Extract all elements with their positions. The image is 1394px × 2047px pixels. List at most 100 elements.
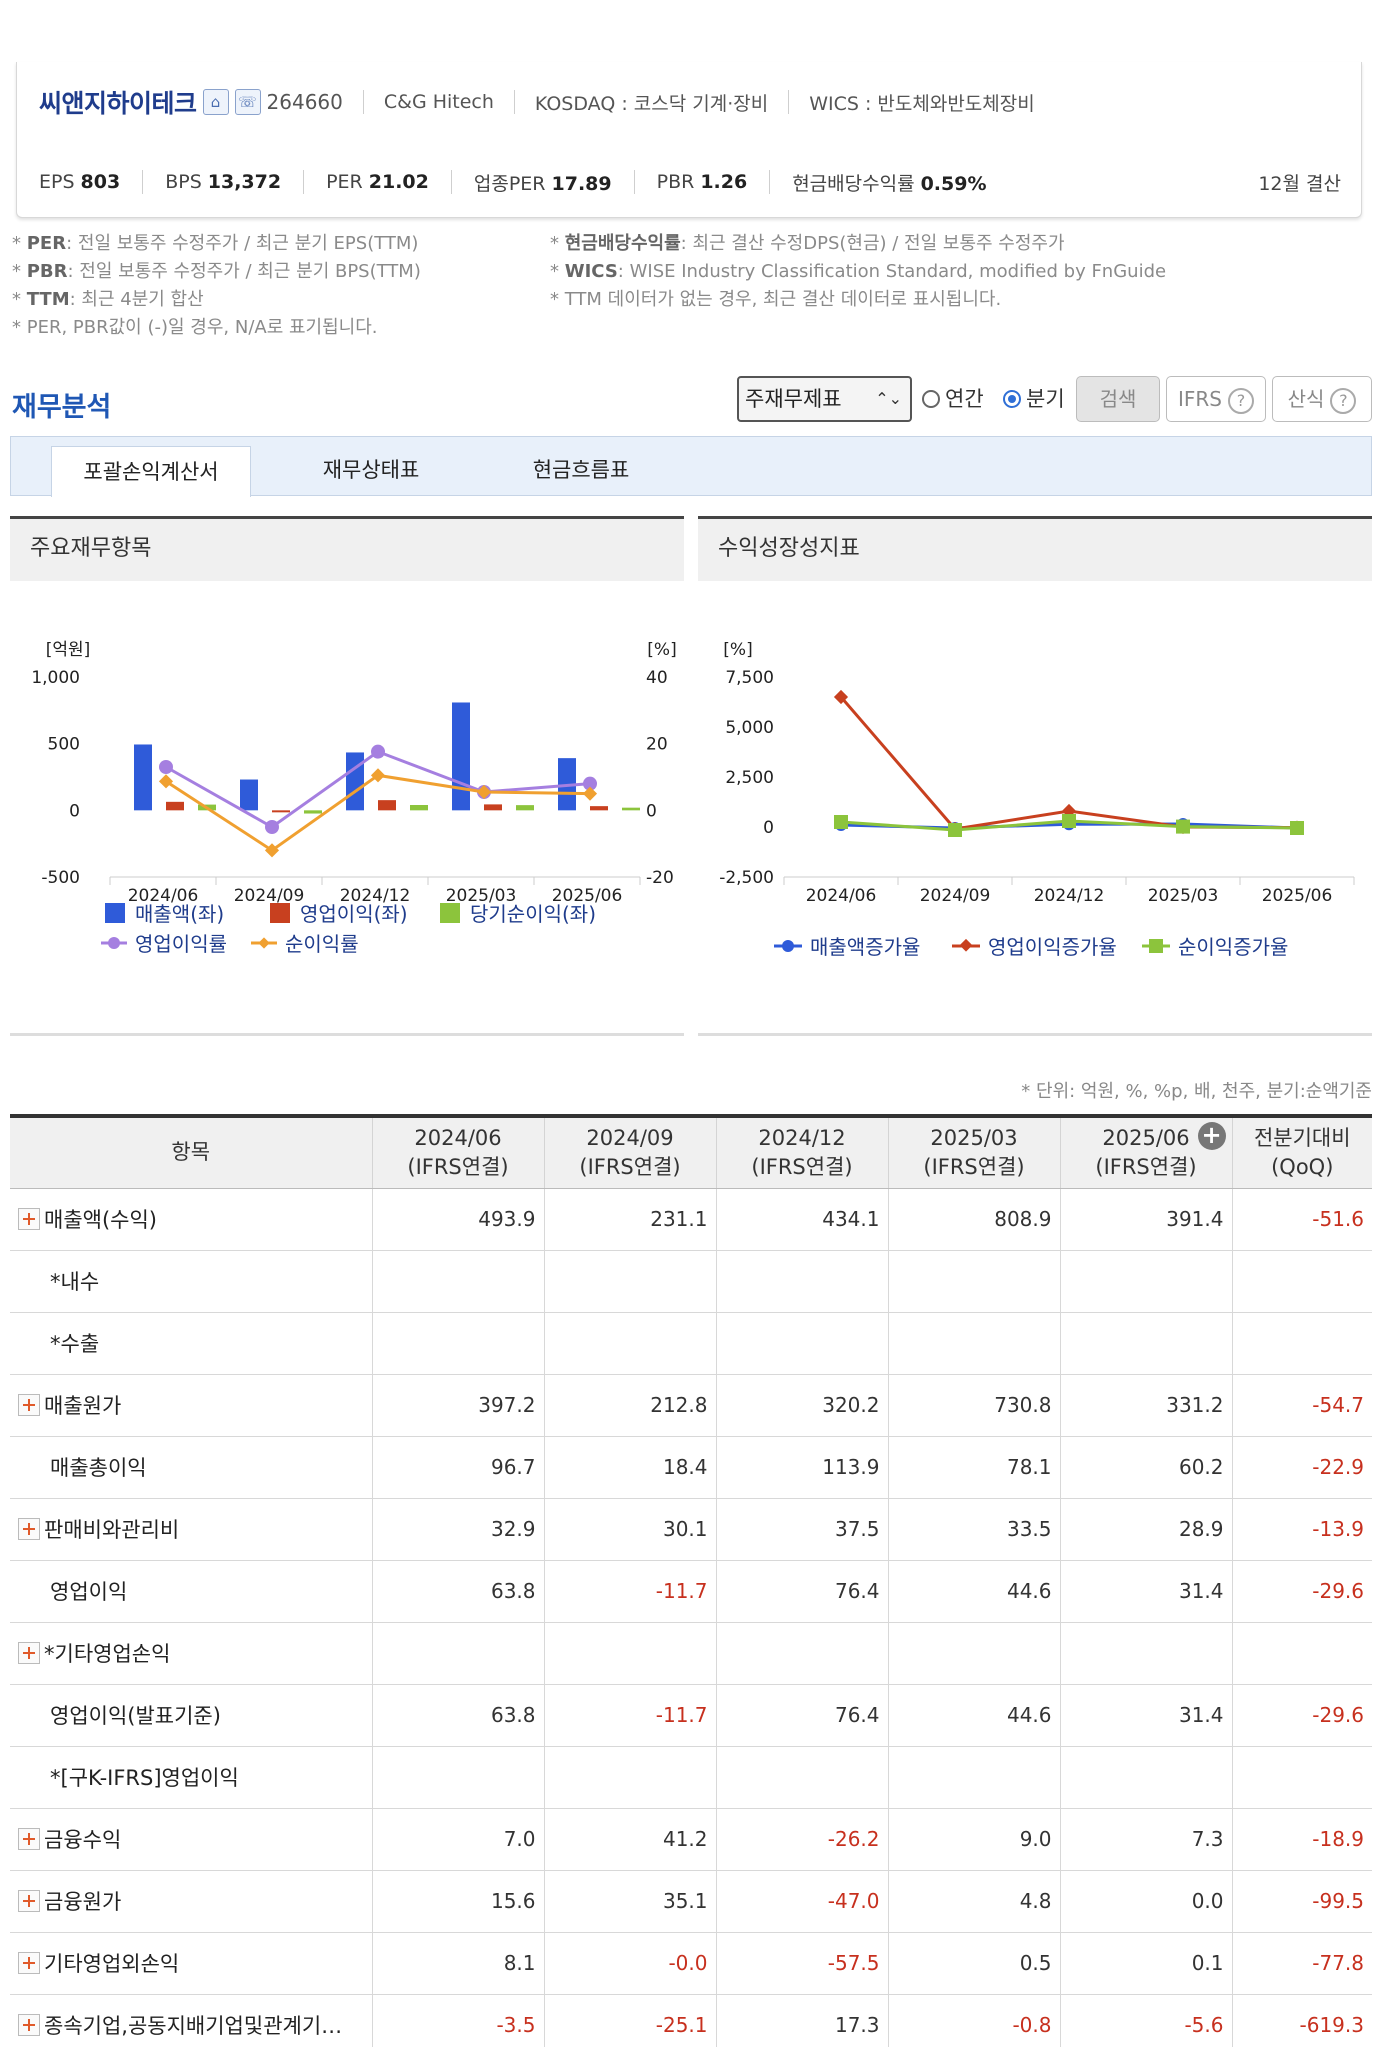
- header-period: 2024/06 (IFRS연결): [371, 1116, 544, 1189]
- tab-balance-sheet[interactable]: 재무상태표: [322, 458, 420, 482]
- net-margin-point: [158, 774, 174, 789]
- row-label[interactable]: 매출원가: [10, 1374, 372, 1437]
- radio-quarter[interactable]: 분기: [1003, 376, 1065, 422]
- footnote: * TTM: 최근 4분기 합산: [12, 289, 204, 310]
- qoq-cell: -54.7: [1231, 1374, 1372, 1437]
- market-label: KOSDAQ : 코스닥 기계·장비: [534, 92, 769, 115]
- legend-swatch: [105, 903, 125, 923]
- ifrs-help-button[interactable]: IFRS?: [1166, 376, 1266, 422]
- table-row: *기타영업손익: [10, 1622, 1372, 1685]
- table-cell: [371, 1746, 544, 1809]
- operating-margin-point: [265, 820, 279, 834]
- table-cell: 15.6: [371, 1870, 544, 1933]
- table-cell: [715, 1622, 888, 1685]
- row-label[interactable]: *기타영업손익: [10, 1622, 372, 1685]
- header-qoq: 전분기대비 (QoQ): [1231, 1116, 1372, 1189]
- expand-plus-icon[interactable]: [18, 1828, 40, 1850]
- table-cell: 35.1: [543, 1870, 716, 1933]
- divider: [10, 1033, 684, 1036]
- row-label: *[구K-IFRS]영업이익: [10, 1746, 372, 1809]
- radio-off-icon: [922, 390, 940, 408]
- company-name[interactable]: 씨앤지하이테크: [39, 89, 197, 118]
- table-cell: -0.8: [887, 1994, 1060, 2047]
- expand-plus-icon[interactable]: [18, 1952, 40, 1974]
- table-row: *내수: [10, 1250, 1372, 1313]
- table-cell: [371, 1312, 544, 1375]
- legend-marker: [1149, 939, 1163, 953]
- row-label[interactable]: 매출액(수익): [10, 1188, 372, 1251]
- footnote: * 현금배당수익률: 최근 결산 수정DPS(현금) / 전일 보통주 수정주가: [550, 233, 1065, 254]
- row-label[interactable]: 금융수익: [10, 1808, 372, 1871]
- legend-label: 순이익률: [285, 932, 359, 956]
- y-tick-label-left: 1,000: [31, 668, 80, 688]
- radio-annual-label: 연간: [945, 387, 984, 411]
- divider: [142, 170, 144, 194]
- y-tick-label: 2,500: [725, 768, 774, 788]
- x-tick-label: 2024/12: [1034, 886, 1105, 906]
- operating-margin-line: [165, 749, 591, 829]
- row-label-text: 종속기업,공동지배기업및관계기…: [44, 2014, 343, 2038]
- net-margin-point: [370, 768, 386, 783]
- table-cell: 76.4: [715, 1560, 888, 1623]
- table-cell: [715, 1312, 888, 1375]
- expand-plus-icon[interactable]: [18, 1394, 40, 1416]
- expand-plus-icon[interactable]: [18, 1208, 40, 1230]
- table-cell: 808.9: [887, 1188, 1060, 1251]
- table-cell: [1059, 1250, 1232, 1313]
- legend-swatch: [440, 903, 460, 923]
- metric-eps: EPS 803: [39, 171, 121, 193]
- financial-items-chart: [억원] [%] 1,000 40 500 20 0 0 -500 -20 2024/06 2024/…: [31, 640, 676, 956]
- table-cell: 4.8: [887, 1870, 1060, 1933]
- table-cell: 113.9: [715, 1436, 888, 1499]
- row-label[interactable]: 기타영업외손익: [10, 1932, 372, 1995]
- table-cell: -57.5: [715, 1932, 888, 1995]
- home-icon[interactable]: ⌂: [202, 89, 229, 115]
- divider: [788, 90, 790, 114]
- english-name: C&G Hitech: [383, 91, 494, 113]
- expand-plus-icon[interactable]: [18, 1518, 40, 1540]
- table-cell: 18.4: [543, 1436, 716, 1499]
- expand-plus-icon[interactable]: [18, 1890, 40, 1912]
- row-label[interactable]: 금융원가: [10, 1870, 372, 1933]
- question-icon: ?: [1228, 387, 1254, 414]
- table-cell: [1059, 1746, 1232, 1809]
- legend-label: 영업이익증가율: [988, 935, 1117, 959]
- table-cell: 28.9: [1059, 1498, 1232, 1561]
- add-column-icon[interactable]: +: [1197, 1122, 1226, 1150]
- expand-plus-icon[interactable]: [18, 2014, 40, 2036]
- statement-select[interactable]: 주재무제표 ⌃⌄: [737, 376, 912, 422]
- table-cell: [887, 1312, 1060, 1375]
- legend-marker: [258, 937, 270, 949]
- series-point: [833, 689, 849, 705]
- bar-net-income: [304, 810, 322, 814]
- table-cell: [543, 1746, 716, 1809]
- search-button[interactable]: 검색: [1076, 376, 1160, 422]
- table-row: 판매비와관리비 32.9 30.1 37.5 33.5 28.9 -13.9: [10, 1498, 1372, 1561]
- tab-cash-flow[interactable]: 현금흐름표: [532, 458, 630, 482]
- table-cell: [543, 1312, 716, 1375]
- y-axis-unit: [%]: [723, 640, 752, 660]
- radio-annual[interactable]: 연간: [922, 376, 984, 422]
- row-label[interactable]: 판매비와관리비: [10, 1498, 372, 1561]
- header-item: 항목: [10, 1116, 372, 1189]
- table-cell: 434.1: [715, 1188, 888, 1251]
- qoq-cell: [1231, 1312, 1372, 1375]
- row-label-text: 기타영업외손익: [44, 1952, 180, 1976]
- y-tick-label-left: 0: [69, 801, 80, 821]
- ir-icon[interactable]: ☏: [234, 89, 261, 115]
- expand-plus-icon[interactable]: [18, 1642, 40, 1664]
- formula-label: 산식: [1287, 387, 1325, 411]
- table-cell: 60.2: [1059, 1436, 1232, 1499]
- formula-help-button[interactable]: 산식?: [1272, 376, 1372, 422]
- y-tick-label-right: 0: [646, 801, 657, 821]
- row-label: *내수: [10, 1250, 372, 1313]
- row-label-text: 영업이익: [50, 1580, 128, 1604]
- net-margin-point: [264, 843, 280, 858]
- financial-table: 항목 2024/06 (IFRS연결) 2024/09 (IFRS연결) 2024/…: [10, 1114, 1372, 2047]
- table-cell: 31.4: [1059, 1560, 1232, 1623]
- row-label[interactable]: 종속기업,공동지배기업및관계기…: [10, 1994, 372, 2047]
- tab-income-statement[interactable]: 포괄손익계산서: [51, 446, 251, 497]
- table-cell: [887, 1250, 1060, 1313]
- y-axis-left-unit: [억원]: [46, 640, 91, 660]
- series-point: [1062, 814, 1076, 828]
